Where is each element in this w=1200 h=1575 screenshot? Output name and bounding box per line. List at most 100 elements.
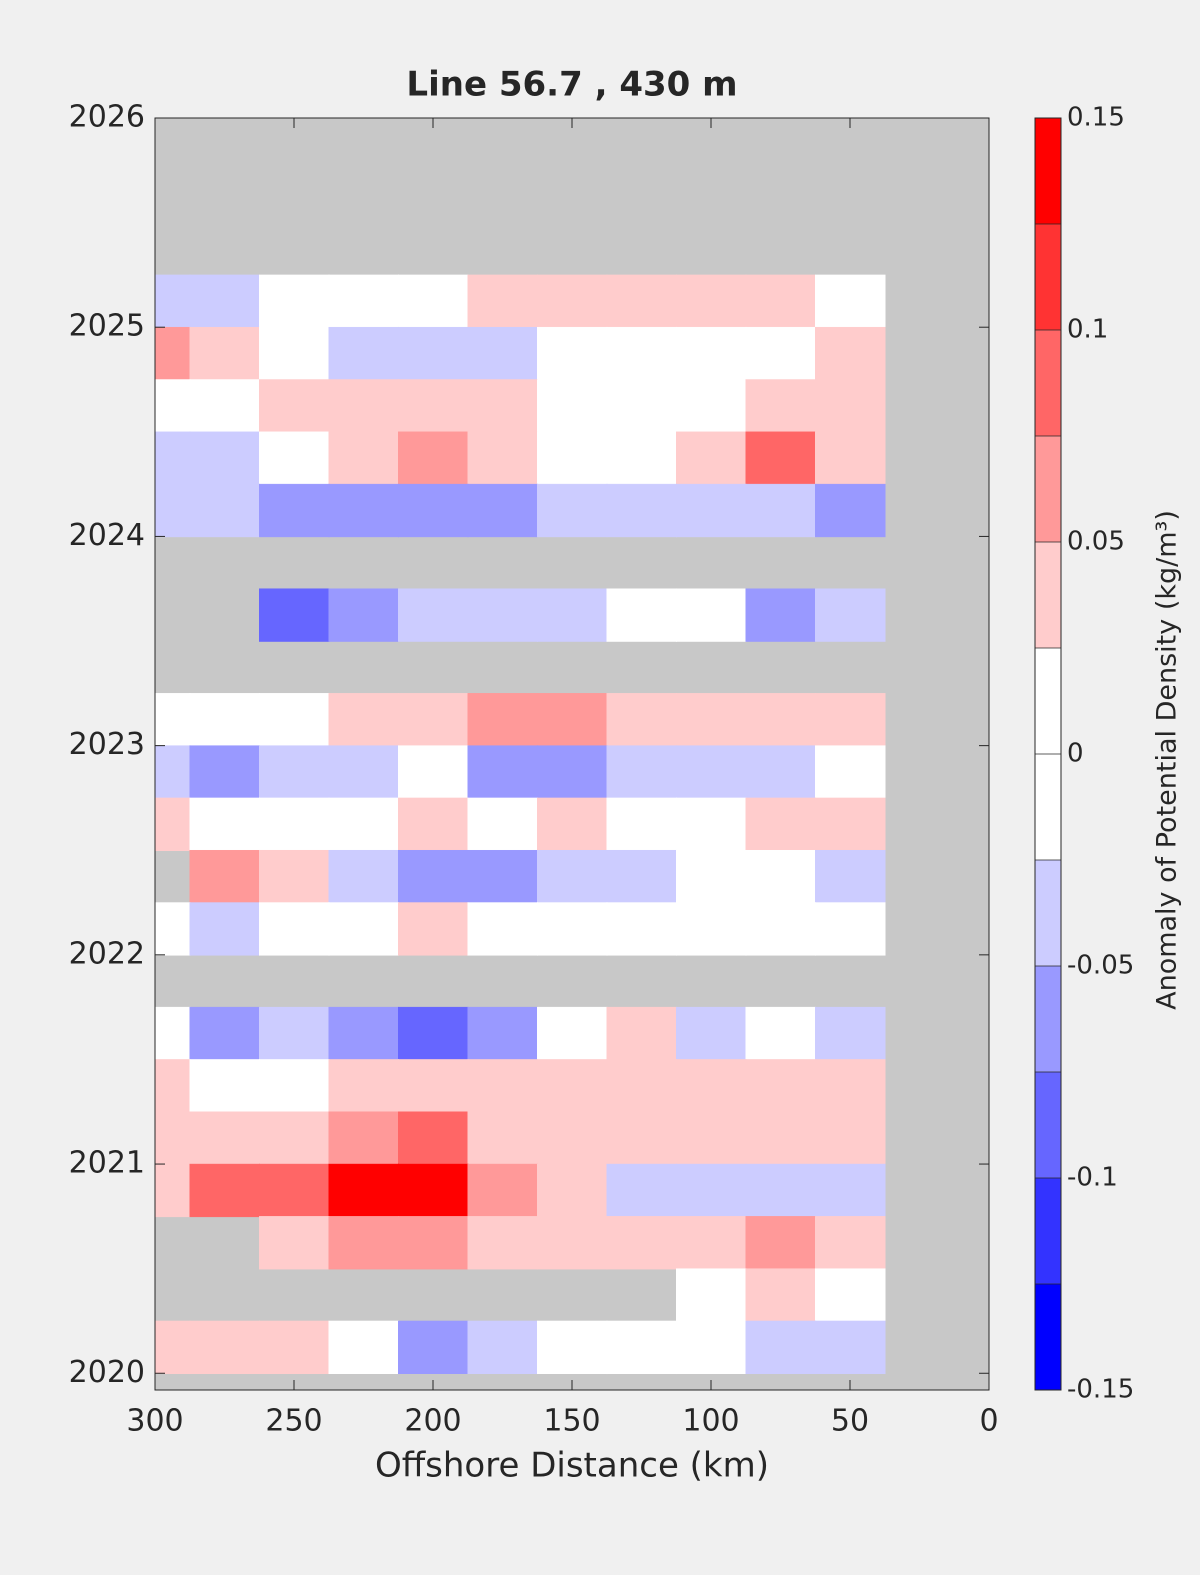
contour-cell <box>537 483 608 538</box>
colorbar-bin <box>1035 224 1061 330</box>
contour-cell <box>606 849 677 904</box>
contour-cell <box>154 1320 191 1375</box>
contour-cell <box>259 693 330 747</box>
y-tick-label: 2024 <box>69 518 145 553</box>
contour-cell <box>537 797 608 851</box>
contour-cell <box>676 1268 747 1322</box>
contour-cell <box>328 693 399 747</box>
contour-cell <box>537 1216 608 1270</box>
contour-cell <box>154 1059 191 1113</box>
contour-cell <box>154 274 191 328</box>
colorbar-bin <box>1035 648 1061 754</box>
contour-cell <box>606 1006 677 1061</box>
colorbar-bin <box>1035 860 1061 966</box>
contour-cell <box>467 1111 538 1165</box>
contour-cell <box>189 483 260 538</box>
contour-cell <box>189 693 260 747</box>
contour-cell <box>259 902 330 956</box>
contour-cell <box>398 1216 469 1270</box>
contour-cell <box>328 431 399 485</box>
contour-cell <box>676 849 747 904</box>
contour-cell <box>815 797 886 851</box>
contour-cell <box>189 1111 260 1165</box>
colorbar-bin <box>1035 1178 1061 1284</box>
colorbar-bin <box>1035 118 1061 224</box>
contour-cell <box>606 1320 677 1375</box>
contour-cell <box>537 1320 608 1375</box>
contour-cell <box>815 379 886 433</box>
contour-cell <box>259 431 330 485</box>
contour-cell <box>467 588 538 642</box>
contour-cell <box>467 902 538 956</box>
colorbar-tick-label: 0 <box>1067 739 1084 769</box>
contour-cell <box>745 745 816 799</box>
contour-cell <box>676 588 747 642</box>
contour-cell <box>189 745 260 799</box>
colorbar-bin <box>1035 754 1061 860</box>
contour-cell <box>676 379 747 433</box>
contour-cell <box>328 326 399 381</box>
contour-cell <box>676 693 747 747</box>
contour-cell <box>676 1111 747 1165</box>
contour-cell <box>259 379 330 433</box>
contour-cell <box>745 1163 816 1218</box>
contour-cell <box>467 797 538 851</box>
contour-cell <box>398 849 469 904</box>
contour-cell <box>815 1268 886 1322</box>
contour-cell <box>676 431 747 485</box>
contour-cell <box>398 1006 469 1061</box>
colorbar-bin <box>1035 436 1061 542</box>
contour-cell <box>745 483 816 538</box>
contour-cell <box>606 326 677 381</box>
contour-cell <box>154 797 191 851</box>
contour-cell <box>537 326 608 381</box>
contour-cell <box>467 1216 538 1270</box>
contour-cell <box>328 588 399 642</box>
contour-cell <box>815 588 886 642</box>
contour-cell <box>815 326 886 381</box>
contour-cell <box>398 1163 469 1218</box>
contour-cell <box>328 797 399 851</box>
colorbar-tick-label: 0.15 <box>1067 103 1125 133</box>
contour-cell <box>815 1059 886 1113</box>
contour-cell <box>259 1059 330 1113</box>
contour-cell <box>189 1320 260 1375</box>
contour-cell <box>537 902 608 956</box>
contour-cell <box>676 274 747 328</box>
contour-cell <box>154 1163 191 1218</box>
contour-cell <box>259 483 330 538</box>
x-tick-label: 250 <box>265 1404 322 1439</box>
y-tick-label: 2026 <box>69 100 145 135</box>
contour-cell <box>398 431 469 485</box>
contour-cell <box>467 1163 538 1218</box>
contour-cell <box>606 1111 677 1165</box>
contour-cell <box>606 274 677 328</box>
contour-cell <box>606 693 677 747</box>
contour-cell <box>154 1111 191 1165</box>
contour-cell <box>154 326 191 381</box>
contour-cell <box>606 431 677 485</box>
contour-cell <box>398 693 469 747</box>
contour-cell <box>815 1111 886 1165</box>
contour-cell <box>676 745 747 799</box>
contour-cell <box>398 326 469 381</box>
y-tick-label: 2025 <box>69 309 145 344</box>
contour-cell <box>189 274 260 328</box>
contour-cell <box>537 1059 608 1113</box>
contour-cell <box>259 326 330 381</box>
contour-cell <box>189 379 260 433</box>
contour-cell <box>259 745 330 799</box>
contour-cell <box>815 1163 886 1218</box>
x-tick-label: 100 <box>682 1404 739 1439</box>
y-tick-label: 2023 <box>69 727 145 762</box>
contour-cell <box>537 431 608 485</box>
contour-cell <box>398 1059 469 1113</box>
contour-cell <box>606 1059 677 1113</box>
contour-cell <box>537 274 608 328</box>
contour-cell <box>537 849 608 904</box>
contour-cell <box>189 1163 260 1218</box>
contour-cell <box>745 797 816 851</box>
contour-cell <box>745 1111 816 1165</box>
contour-cell <box>676 902 747 956</box>
